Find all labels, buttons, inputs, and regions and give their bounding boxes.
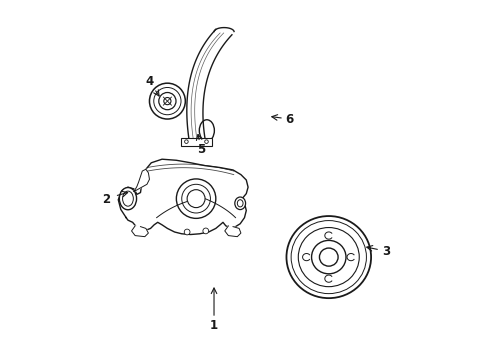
Circle shape bbox=[184, 229, 190, 235]
Text: 1: 1 bbox=[209, 319, 218, 332]
Ellipse shape bbox=[149, 83, 185, 119]
Ellipse shape bbox=[298, 228, 359, 287]
Ellipse shape bbox=[311, 240, 346, 274]
Text: 4: 4 bbox=[145, 75, 153, 88]
Text: 5: 5 bbox=[197, 143, 205, 156]
FancyBboxPatch shape bbox=[180, 138, 212, 145]
Circle shape bbox=[187, 190, 204, 208]
Ellipse shape bbox=[153, 87, 181, 115]
Circle shape bbox=[176, 179, 215, 219]
Text: 6: 6 bbox=[285, 113, 293, 126]
Circle shape bbox=[184, 140, 188, 143]
Ellipse shape bbox=[286, 216, 370, 298]
Circle shape bbox=[204, 140, 208, 143]
Circle shape bbox=[203, 228, 208, 234]
Ellipse shape bbox=[199, 120, 214, 141]
Ellipse shape bbox=[159, 93, 176, 110]
Text: 3: 3 bbox=[381, 245, 389, 258]
Circle shape bbox=[182, 184, 210, 213]
Polygon shape bbox=[134, 169, 149, 192]
Text: 2: 2 bbox=[102, 193, 110, 206]
Polygon shape bbox=[118, 159, 247, 234]
Ellipse shape bbox=[119, 188, 136, 210]
Ellipse shape bbox=[234, 197, 245, 210]
Polygon shape bbox=[224, 226, 241, 237]
Polygon shape bbox=[186, 28, 234, 139]
Ellipse shape bbox=[163, 98, 171, 105]
Polygon shape bbox=[131, 226, 148, 237]
Ellipse shape bbox=[319, 248, 337, 266]
Ellipse shape bbox=[122, 191, 133, 206]
Ellipse shape bbox=[290, 221, 366, 294]
Ellipse shape bbox=[237, 200, 243, 207]
